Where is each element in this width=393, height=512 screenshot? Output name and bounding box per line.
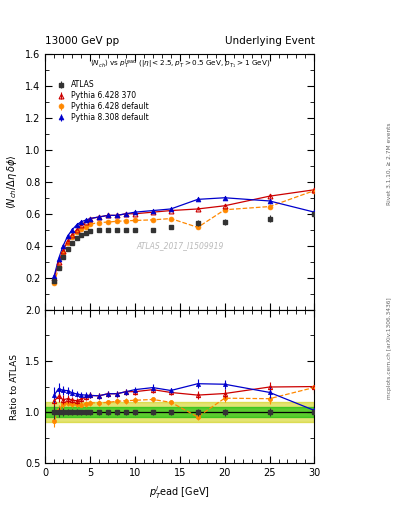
X-axis label: $p_T^l$ead [GeV]: $p_T^l$ead [GeV]	[149, 484, 210, 501]
Y-axis label: $\langle N_{ch}/ \Delta\eta\, \delta\phi \rangle$: $\langle N_{ch}/ \Delta\eta\, \delta\phi…	[6, 155, 19, 209]
Text: Underlying Event: Underlying Event	[224, 36, 314, 46]
Text: 13000 GeV pp: 13000 GeV pp	[45, 36, 119, 46]
Bar	[45, 402, 314, 422]
Text: ATLAS_2017_I1509919: ATLAS_2017_I1509919	[136, 241, 224, 250]
Y-axis label: Ratio to ATLAS: Ratio to ATLAS	[10, 354, 19, 419]
Text: $\langle N_{ch}\rangle$ vs $p_T^{\rm lead}$ ($|\eta| < 2.5, p_T > 0.5$ GeV, $p_{: $\langle N_{ch}\rangle$ vs $p_T^{\rm lea…	[90, 58, 270, 71]
Legend: ATLAS, Pythia 6.428 370, Pythia 6.428 default, Pythia 8.308 default: ATLAS, Pythia 6.428 370, Pythia 6.428 de…	[52, 78, 151, 124]
Bar	[45, 407, 314, 417]
Text: mcplots.cern.ch [arXiv:1306.3436]: mcplots.cern.ch [arXiv:1306.3436]	[387, 297, 392, 399]
Text: Rivet 3.1.10, ≥ 2.7M events: Rivet 3.1.10, ≥ 2.7M events	[387, 122, 392, 205]
